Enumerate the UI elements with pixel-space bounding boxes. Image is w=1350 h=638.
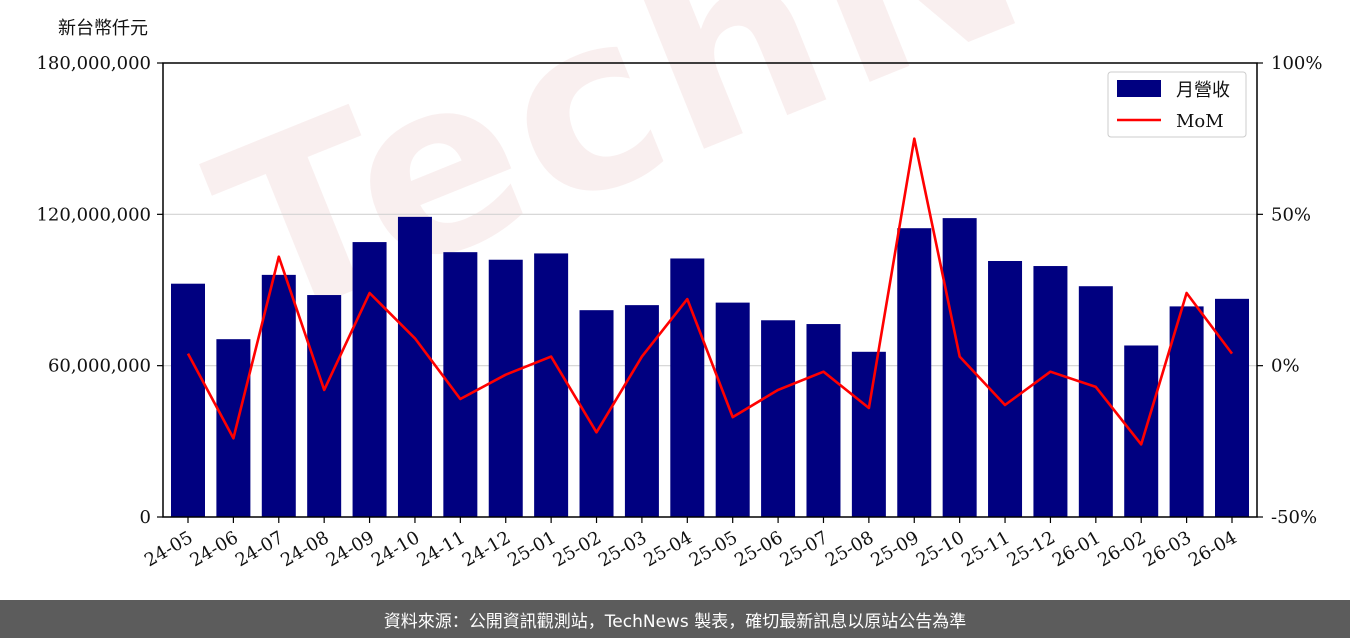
x-tick-label: 24-09	[323, 527, 378, 571]
x-tick-label: 24-05	[141, 527, 196, 571]
legend-label-mom: MoM	[1176, 111, 1224, 132]
revenue-bar	[851, 351, 886, 517]
x-tick-label: 25-12	[1003, 527, 1058, 571]
revenue-bar	[352, 242, 387, 518]
revenue-bar	[261, 274, 296, 517]
y-left-tick-label: 120,000,000	[36, 204, 151, 225]
revenue-bar	[624, 305, 659, 517]
revenue-bar	[1215, 298, 1249, 517]
source-footer: 資料來源：公開資訊觀測站，TechNews 製表，確切最新訊息以原站公告為準	[0, 600, 1350, 638]
x-tick-label: 25-04	[640, 527, 695, 571]
x-tick-label: 25-03	[595, 527, 650, 571]
revenue-bar	[670, 258, 705, 517]
mom-line-series	[186, 137, 1234, 446]
x-tick-label: 24-06	[186, 527, 241, 571]
y-left-tick-label: 180,000,000	[36, 53, 151, 74]
y-left-tick-label: 60,000,000	[48, 356, 151, 377]
x-tick-label: 25-05	[686, 527, 741, 571]
y-right-tick-label: -50%	[1271, 507, 1317, 528]
x-axis: 24-0524-0624-0724-0824-0924-1024-1124-12…	[141, 517, 1241, 571]
revenue-bar	[488, 259, 523, 517]
grid-lines	[163, 213, 1257, 367]
y-axis-unit-label: 新台幣仟元	[58, 18, 148, 39]
x-tick-label: 25-09	[867, 527, 922, 571]
x-tick-label: 26-04	[1185, 527, 1240, 571]
x-tick-label: 24-11	[413, 527, 468, 571]
legend-swatch-revenue	[1117, 80, 1161, 97]
revenue-bar	[397, 216, 432, 517]
x-tick-label: 26-01	[1049, 527, 1104, 571]
revenue-bar	[761, 320, 796, 517]
revenue-bar	[1169, 306, 1204, 517]
x-tick-label: 25-01	[504, 527, 559, 571]
revenue-bar	[534, 253, 569, 517]
x-tick-label: 26-03	[1140, 527, 1195, 571]
y-right-tick-label: 100%	[1271, 53, 1322, 74]
y-right-tick-label: 0%	[1271, 356, 1300, 377]
y-right-tick-label: 50%	[1271, 204, 1311, 225]
legend-label-revenue: 月營收	[1176, 80, 1230, 101]
x-tick-label: 25-02	[550, 527, 605, 571]
revenue-bar	[216, 339, 251, 517]
revenue-bars	[171, 216, 1249, 518]
x-tick-label: 24-08	[277, 527, 332, 571]
x-tick-label: 25-07	[777, 527, 832, 571]
mom-line	[186, 137, 1234, 446]
plot-frame	[162, 62, 1258, 518]
x-tick-label: 25-06	[731, 527, 786, 571]
y-axis-right: -50% 0% 50% 100%	[1257, 53, 1322, 528]
y-axis-left: 0 60,000,000 120,000,000 180,000,000	[36, 53, 163, 528]
revenue-bar	[171, 283, 205, 517]
legend: 月營收 MoM	[1107, 71, 1247, 138]
x-tick-label: 24-07	[232, 527, 287, 571]
x-tick-label: 26-02	[1094, 527, 1149, 571]
revenue-bar	[1033, 266, 1068, 517]
revenue-chart: 0 60,000,000 120,000,000 180,000,000 -50% 0%…	[36, 53, 1322, 571]
x-tick-label: 24-12	[459, 527, 514, 571]
revenue-bar	[307, 295, 342, 517]
x-tick-label: 25-11	[958, 527, 1013, 571]
x-tick-label: 25-10	[913, 527, 968, 571]
x-tick-label: 24-10	[368, 527, 423, 571]
y-left-tick-label: 0	[140, 507, 151, 528]
x-tick-label: 25-08	[822, 527, 877, 571]
revenue-bar	[988, 260, 1023, 517]
revenue-bar	[806, 324, 841, 517]
revenue-bar	[897, 228, 932, 517]
